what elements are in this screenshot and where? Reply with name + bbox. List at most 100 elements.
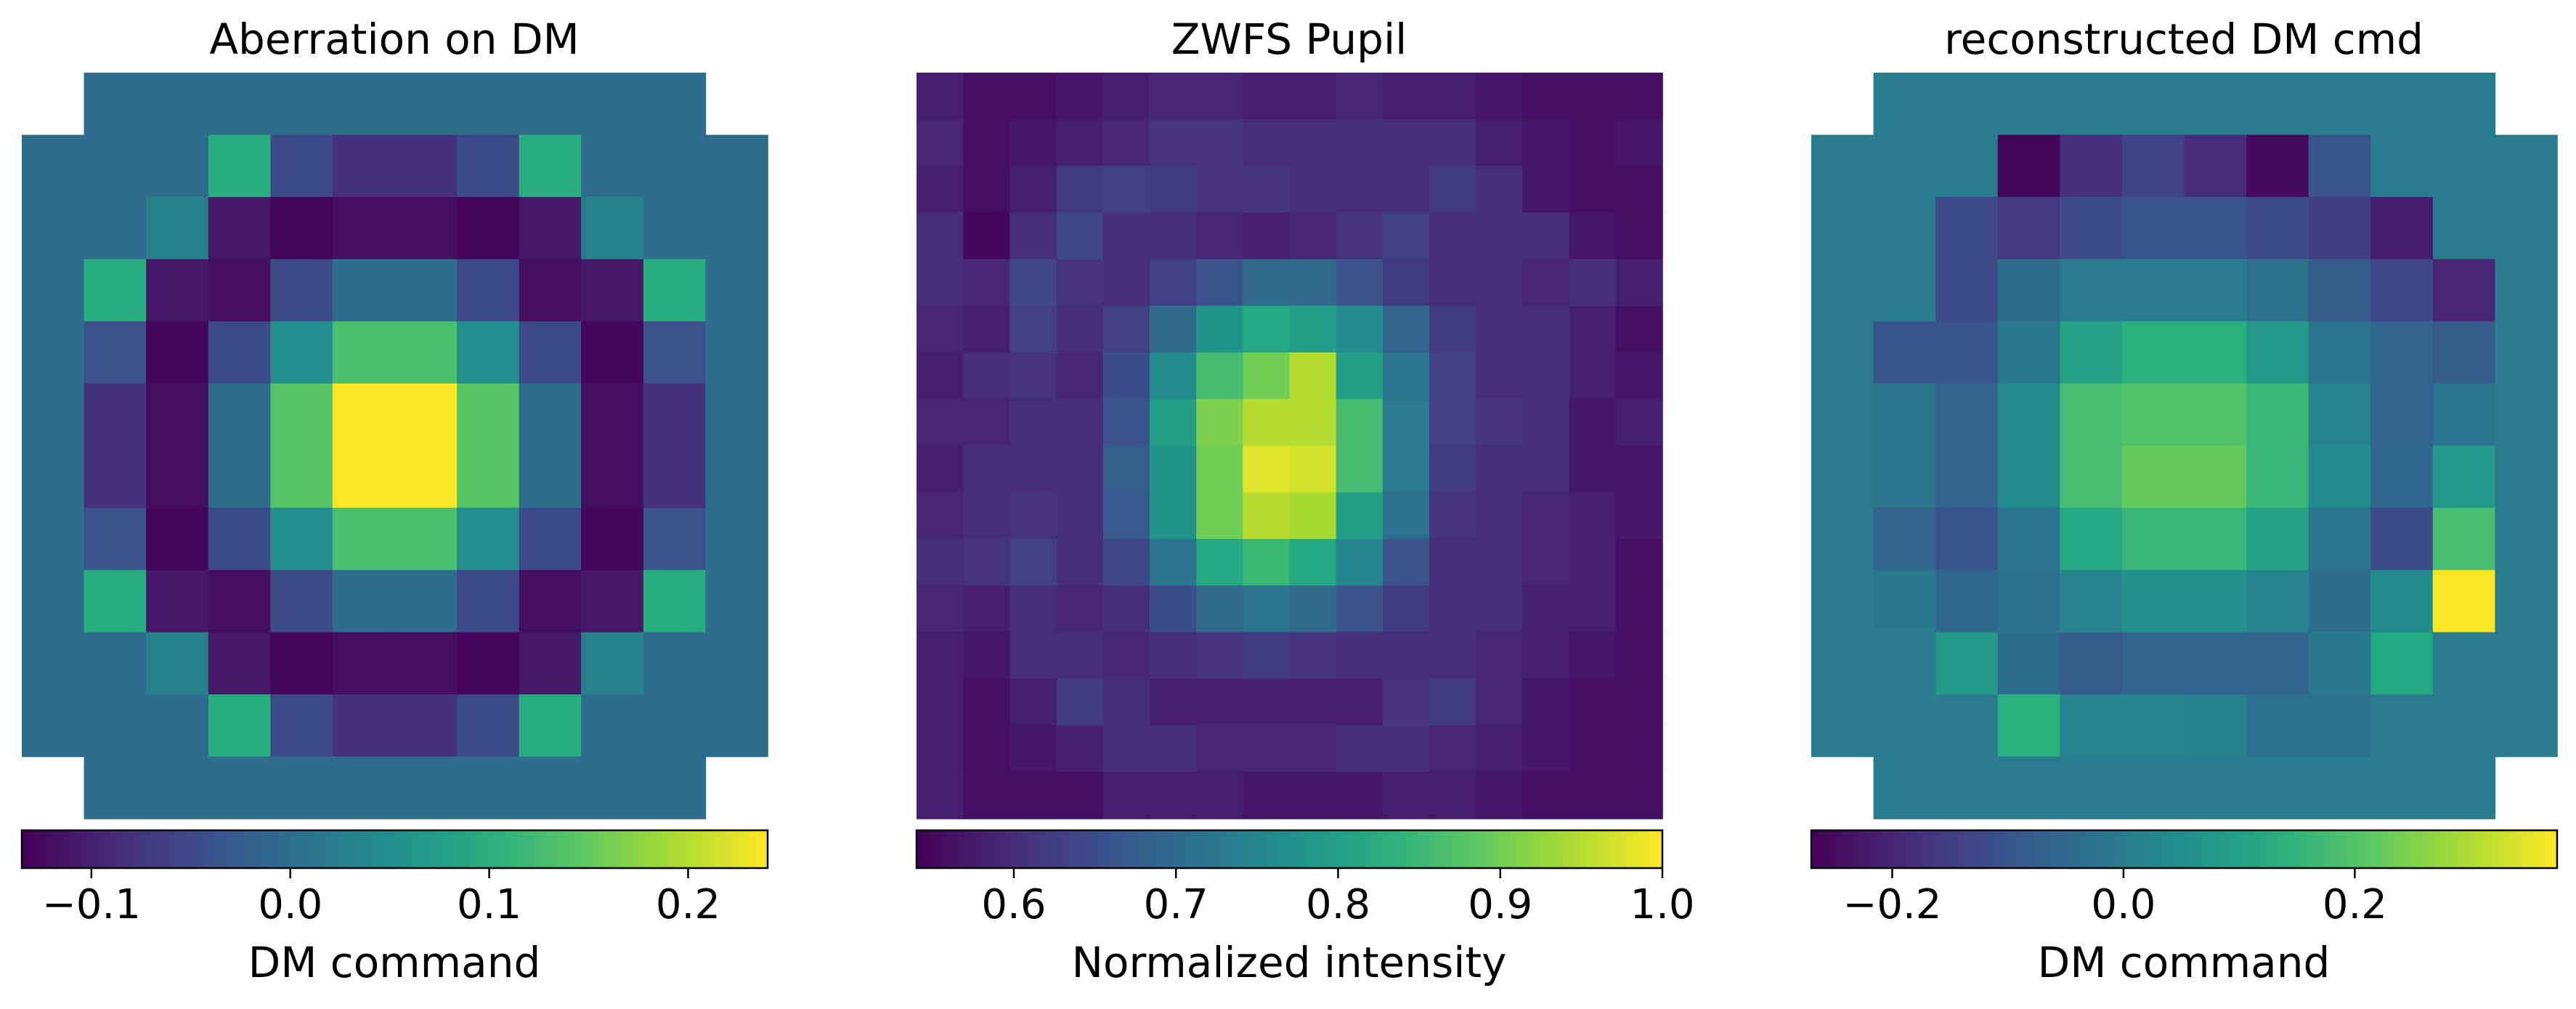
heatmap-cell — [1289, 585, 1337, 633]
heatmap-cell — [332, 73, 396, 136]
heatmap-cell — [519, 321, 582, 384]
heatmap-cell — [457, 259, 520, 323]
heatmap-cell — [1056, 305, 1104, 353]
heatmap-cell — [1009, 492, 1057, 540]
heatmap-cell — [1056, 678, 1104, 726]
heatmap-cell — [2184, 134, 2247, 198]
heatmap-cell — [1429, 725, 1477, 773]
heatmap-cell — [1615, 399, 1663, 447]
heatmap-cell — [2308, 632, 2372, 695]
colorbar-tick-label: −0.2 — [1842, 881, 1941, 928]
heatmap-cell — [1102, 259, 1150, 307]
heatmap-cell — [1569, 632, 1617, 680]
heatmap-cell — [2184, 383, 2247, 447]
heatmap-cell — [1997, 694, 2061, 758]
heatmap-cell — [1569, 352, 1617, 400]
heatmap-cell — [84, 694, 147, 758]
heatmap-cell — [1289, 166, 1337, 214]
heatmap-cell — [2495, 321, 2558, 384]
heatmap-cell — [2246, 694, 2309, 758]
heatmap-cell — [332, 694, 396, 758]
heatmap-cell — [1149, 492, 1197, 540]
heatmap-cell — [1476, 259, 1524, 307]
heatmap-cell — [1056, 73, 1104, 120]
heatmap-cell — [643, 694, 707, 758]
heatmap-cell — [1935, 134, 1999, 198]
heatmap-cell — [1149, 725, 1197, 773]
heatmap-cell — [2121, 197, 2185, 260]
heatmap-cell — [1336, 771, 1384, 819]
colorbar-tick-label: 0.9 — [1468, 881, 1532, 928]
heatmap-cell — [1382, 352, 1430, 400]
heatmap-cell — [1196, 259, 1244, 307]
heatmap-cell — [1289, 678, 1337, 726]
heatmap-cell — [1997, 445, 2061, 508]
heatmap-cell — [1056, 445, 1104, 493]
heatmap-cell — [208, 570, 272, 633]
heatmap-cell — [1935, 570, 1999, 633]
heatmap-cell — [1149, 399, 1197, 447]
heatmap-cell — [643, 73, 707, 136]
heatmap-cell — [2246, 321, 2309, 384]
heatmap-cell — [394, 694, 458, 758]
heatmap-cell — [1196, 399, 1244, 447]
heatmap-cell — [1615, 73, 1663, 120]
heatmap-cell — [2184, 321, 2247, 384]
heatmap-cell — [332, 321, 396, 384]
heatmap-cell — [1476, 305, 1524, 353]
heatmap-cell — [332, 197, 396, 260]
heatmap-cell — [581, 134, 644, 198]
heatmap-cell — [643, 259, 707, 323]
heatmap-cell — [1382, 585, 1430, 633]
heatmap-cell — [1997, 134, 2061, 198]
heatmap-cell — [1811, 197, 1874, 260]
colorbar-tick-label: 0.0 — [2091, 881, 2156, 928]
heatmap-cell — [146, 197, 209, 260]
heatmap-cell — [519, 570, 582, 633]
heatmap-cell — [2370, 632, 2434, 695]
heatmap-cell — [2495, 694, 2558, 758]
heatmap-cell — [2184, 508, 2247, 571]
heatmap-cell — [2121, 570, 2185, 633]
heatmap-cell — [1615, 632, 1663, 680]
heatmap-cell — [1569, 445, 1617, 493]
heatmap-cell — [22, 197, 85, 260]
heatmap-cell — [1615, 585, 1663, 633]
heatmap-cell — [581, 632, 644, 695]
heatmap-cell — [705, 445, 768, 508]
heatmap-cell — [84, 197, 147, 260]
heatmap-cell — [1935, 321, 1999, 384]
heatmap-cell — [1382, 259, 1430, 307]
heatmap-cell — [2246, 73, 2309, 136]
heatmap-cell — [963, 445, 1011, 493]
heatmap-cell — [1997, 383, 2061, 447]
heatmap-cell — [332, 508, 396, 571]
heatmap-cell — [2308, 321, 2372, 384]
heatmap-cell — [1522, 119, 1570, 167]
heatmap-cell — [2060, 694, 2123, 758]
heatmap-cell — [84, 508, 147, 571]
heatmap-cell — [1336, 212, 1384, 260]
heatmap-cell — [1336, 632, 1384, 680]
heatmap-cell — [2308, 756, 2372, 819]
heatmap-cell — [1102, 492, 1150, 540]
heatmap-cell — [1429, 585, 1477, 633]
heatmap-cell — [1935, 383, 1999, 447]
heatmap-cell — [1336, 678, 1384, 726]
heatmap-cell — [1935, 694, 1999, 758]
heatmap-cell — [1615, 492, 1663, 540]
heatmap-cell — [1935, 259, 1999, 323]
heatmap-cell — [457, 756, 520, 819]
heatmap-cell — [1149, 352, 1197, 400]
heatmap-cell — [1102, 725, 1150, 773]
heatmap-cell — [332, 756, 396, 819]
heatmap-cell — [2432, 134, 2496, 198]
heatmap-cell — [1196, 585, 1244, 633]
heatmap-cell — [208, 321, 272, 384]
heatmap-cell — [270, 694, 333, 758]
heatmap-cell — [1811, 259, 1874, 323]
heatmap-cell — [1336, 585, 1384, 633]
colorbar-label: DM command — [248, 938, 541, 987]
heatmap-cell — [581, 259, 644, 323]
heatmap-cell — [208, 756, 272, 819]
